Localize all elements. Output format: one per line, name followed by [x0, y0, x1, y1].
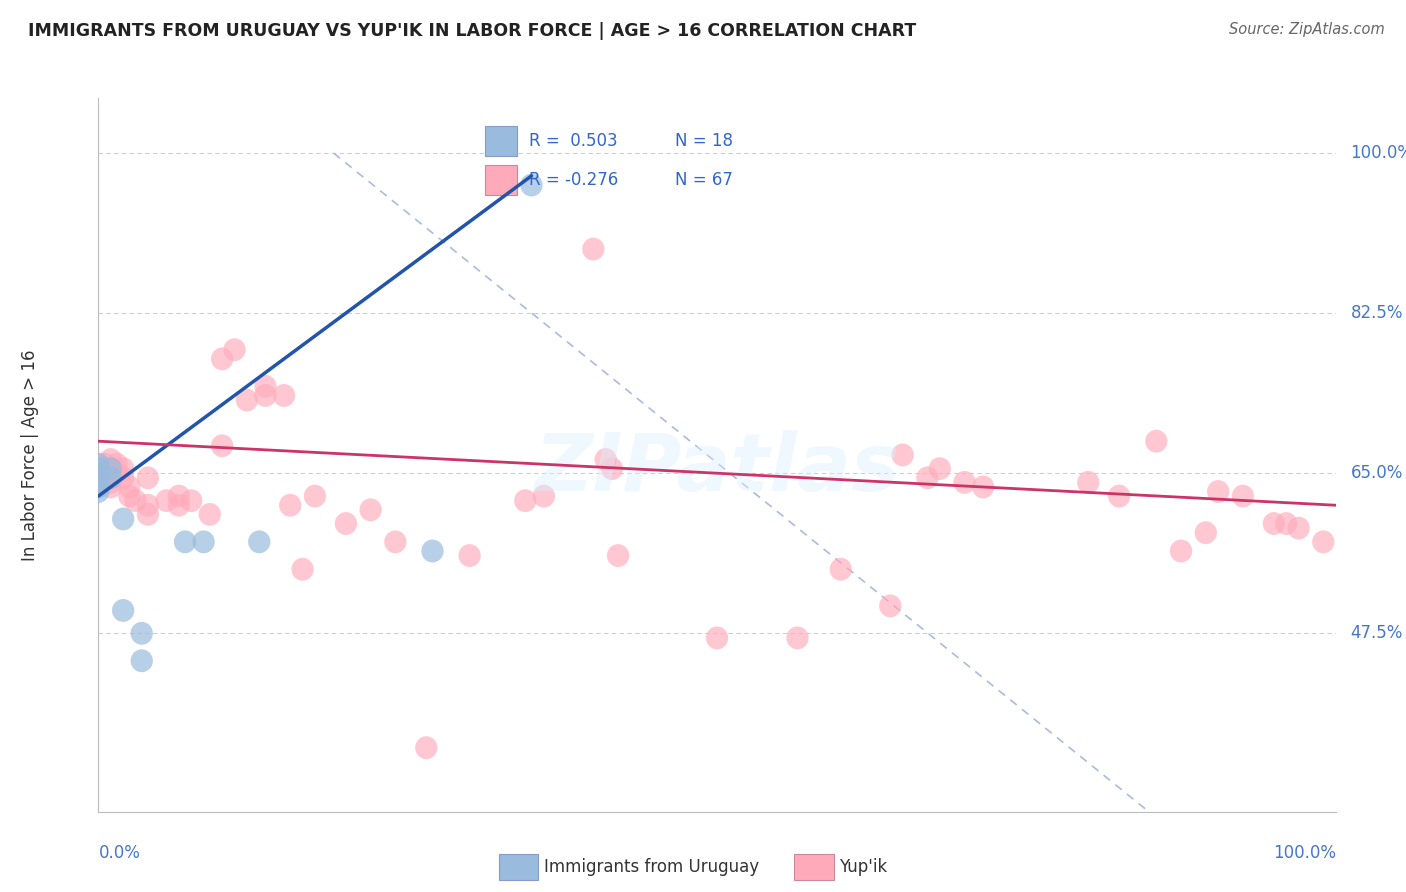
Ellipse shape [415, 736, 437, 759]
Ellipse shape [830, 558, 852, 581]
Ellipse shape [180, 489, 202, 512]
Ellipse shape [100, 475, 122, 499]
Ellipse shape [278, 494, 301, 516]
Ellipse shape [917, 467, 939, 489]
Ellipse shape [87, 475, 110, 499]
Ellipse shape [1077, 471, 1099, 494]
Ellipse shape [1144, 430, 1167, 452]
Ellipse shape [100, 467, 122, 489]
Text: 82.5%: 82.5% [1351, 304, 1403, 322]
Ellipse shape [273, 384, 295, 407]
Ellipse shape [131, 649, 153, 673]
Ellipse shape [291, 558, 314, 581]
Ellipse shape [1232, 484, 1254, 508]
Ellipse shape [254, 375, 277, 398]
Ellipse shape [100, 448, 122, 471]
Ellipse shape [360, 499, 382, 521]
Ellipse shape [87, 480, 110, 503]
Ellipse shape [105, 452, 128, 475]
Ellipse shape [100, 458, 122, 480]
Ellipse shape [131, 622, 153, 645]
Ellipse shape [100, 471, 122, 494]
Ellipse shape [247, 531, 270, 553]
Ellipse shape [422, 540, 444, 563]
Text: 100.0%: 100.0% [1351, 144, 1406, 162]
Ellipse shape [972, 475, 994, 499]
Text: Immigrants from Uruguay: Immigrants from Uruguay [544, 858, 759, 876]
Ellipse shape [582, 237, 605, 260]
Ellipse shape [1170, 540, 1192, 563]
Ellipse shape [1263, 512, 1285, 535]
Text: 0.0%: 0.0% [98, 844, 141, 862]
Ellipse shape [1108, 484, 1130, 508]
Ellipse shape [607, 544, 630, 567]
Ellipse shape [118, 484, 141, 508]
Text: ZIPatlas: ZIPatlas [534, 430, 900, 508]
Ellipse shape [193, 531, 215, 553]
Text: Source: ZipAtlas.com: Source: ZipAtlas.com [1229, 22, 1385, 37]
Text: 100.0%: 100.0% [1272, 844, 1336, 862]
Ellipse shape [879, 594, 901, 617]
Ellipse shape [167, 484, 190, 508]
Ellipse shape [174, 531, 197, 553]
Ellipse shape [112, 467, 135, 489]
Ellipse shape [953, 471, 976, 494]
Ellipse shape [786, 626, 808, 649]
Ellipse shape [112, 599, 135, 622]
Ellipse shape [211, 434, 233, 458]
Ellipse shape [118, 475, 141, 499]
Ellipse shape [304, 484, 326, 508]
Ellipse shape [136, 503, 159, 525]
Ellipse shape [520, 174, 543, 196]
Ellipse shape [136, 494, 159, 516]
Ellipse shape [1195, 521, 1218, 544]
Text: Yup'ik: Yup'ik [839, 858, 887, 876]
Ellipse shape [1288, 516, 1310, 540]
Ellipse shape [335, 512, 357, 535]
Ellipse shape [706, 626, 728, 649]
Ellipse shape [1312, 531, 1334, 553]
Ellipse shape [254, 384, 277, 407]
Ellipse shape [87, 462, 110, 484]
Ellipse shape [198, 503, 221, 525]
Ellipse shape [87, 458, 110, 480]
Ellipse shape [600, 458, 623, 480]
Ellipse shape [236, 389, 259, 411]
Text: 47.5%: 47.5% [1351, 624, 1403, 642]
Ellipse shape [891, 443, 914, 467]
Ellipse shape [595, 448, 617, 471]
Text: 65.0%: 65.0% [1351, 464, 1403, 483]
Ellipse shape [100, 458, 122, 480]
Ellipse shape [93, 458, 115, 480]
Ellipse shape [1275, 512, 1298, 535]
Ellipse shape [384, 531, 406, 553]
Ellipse shape [112, 458, 135, 480]
Ellipse shape [93, 452, 115, 475]
Text: IMMIGRANTS FROM URUGUAY VS YUP'IK IN LABOR FORCE | AGE > 16 CORRELATION CHART: IMMIGRANTS FROM URUGUAY VS YUP'IK IN LAB… [28, 22, 917, 40]
Ellipse shape [93, 462, 115, 484]
Ellipse shape [112, 508, 135, 531]
Ellipse shape [458, 544, 481, 567]
Ellipse shape [515, 489, 537, 512]
Ellipse shape [1206, 480, 1229, 503]
Ellipse shape [87, 452, 110, 475]
Ellipse shape [87, 471, 110, 494]
Ellipse shape [224, 338, 246, 361]
Ellipse shape [136, 467, 159, 489]
Ellipse shape [87, 467, 110, 489]
Text: In Labor Force | Age > 16: In Labor Force | Age > 16 [21, 349, 39, 561]
Ellipse shape [100, 467, 122, 489]
Ellipse shape [167, 494, 190, 516]
Ellipse shape [155, 489, 177, 512]
Ellipse shape [928, 458, 950, 480]
Ellipse shape [211, 347, 233, 370]
Ellipse shape [124, 489, 146, 512]
Ellipse shape [105, 462, 128, 484]
Ellipse shape [533, 484, 555, 508]
